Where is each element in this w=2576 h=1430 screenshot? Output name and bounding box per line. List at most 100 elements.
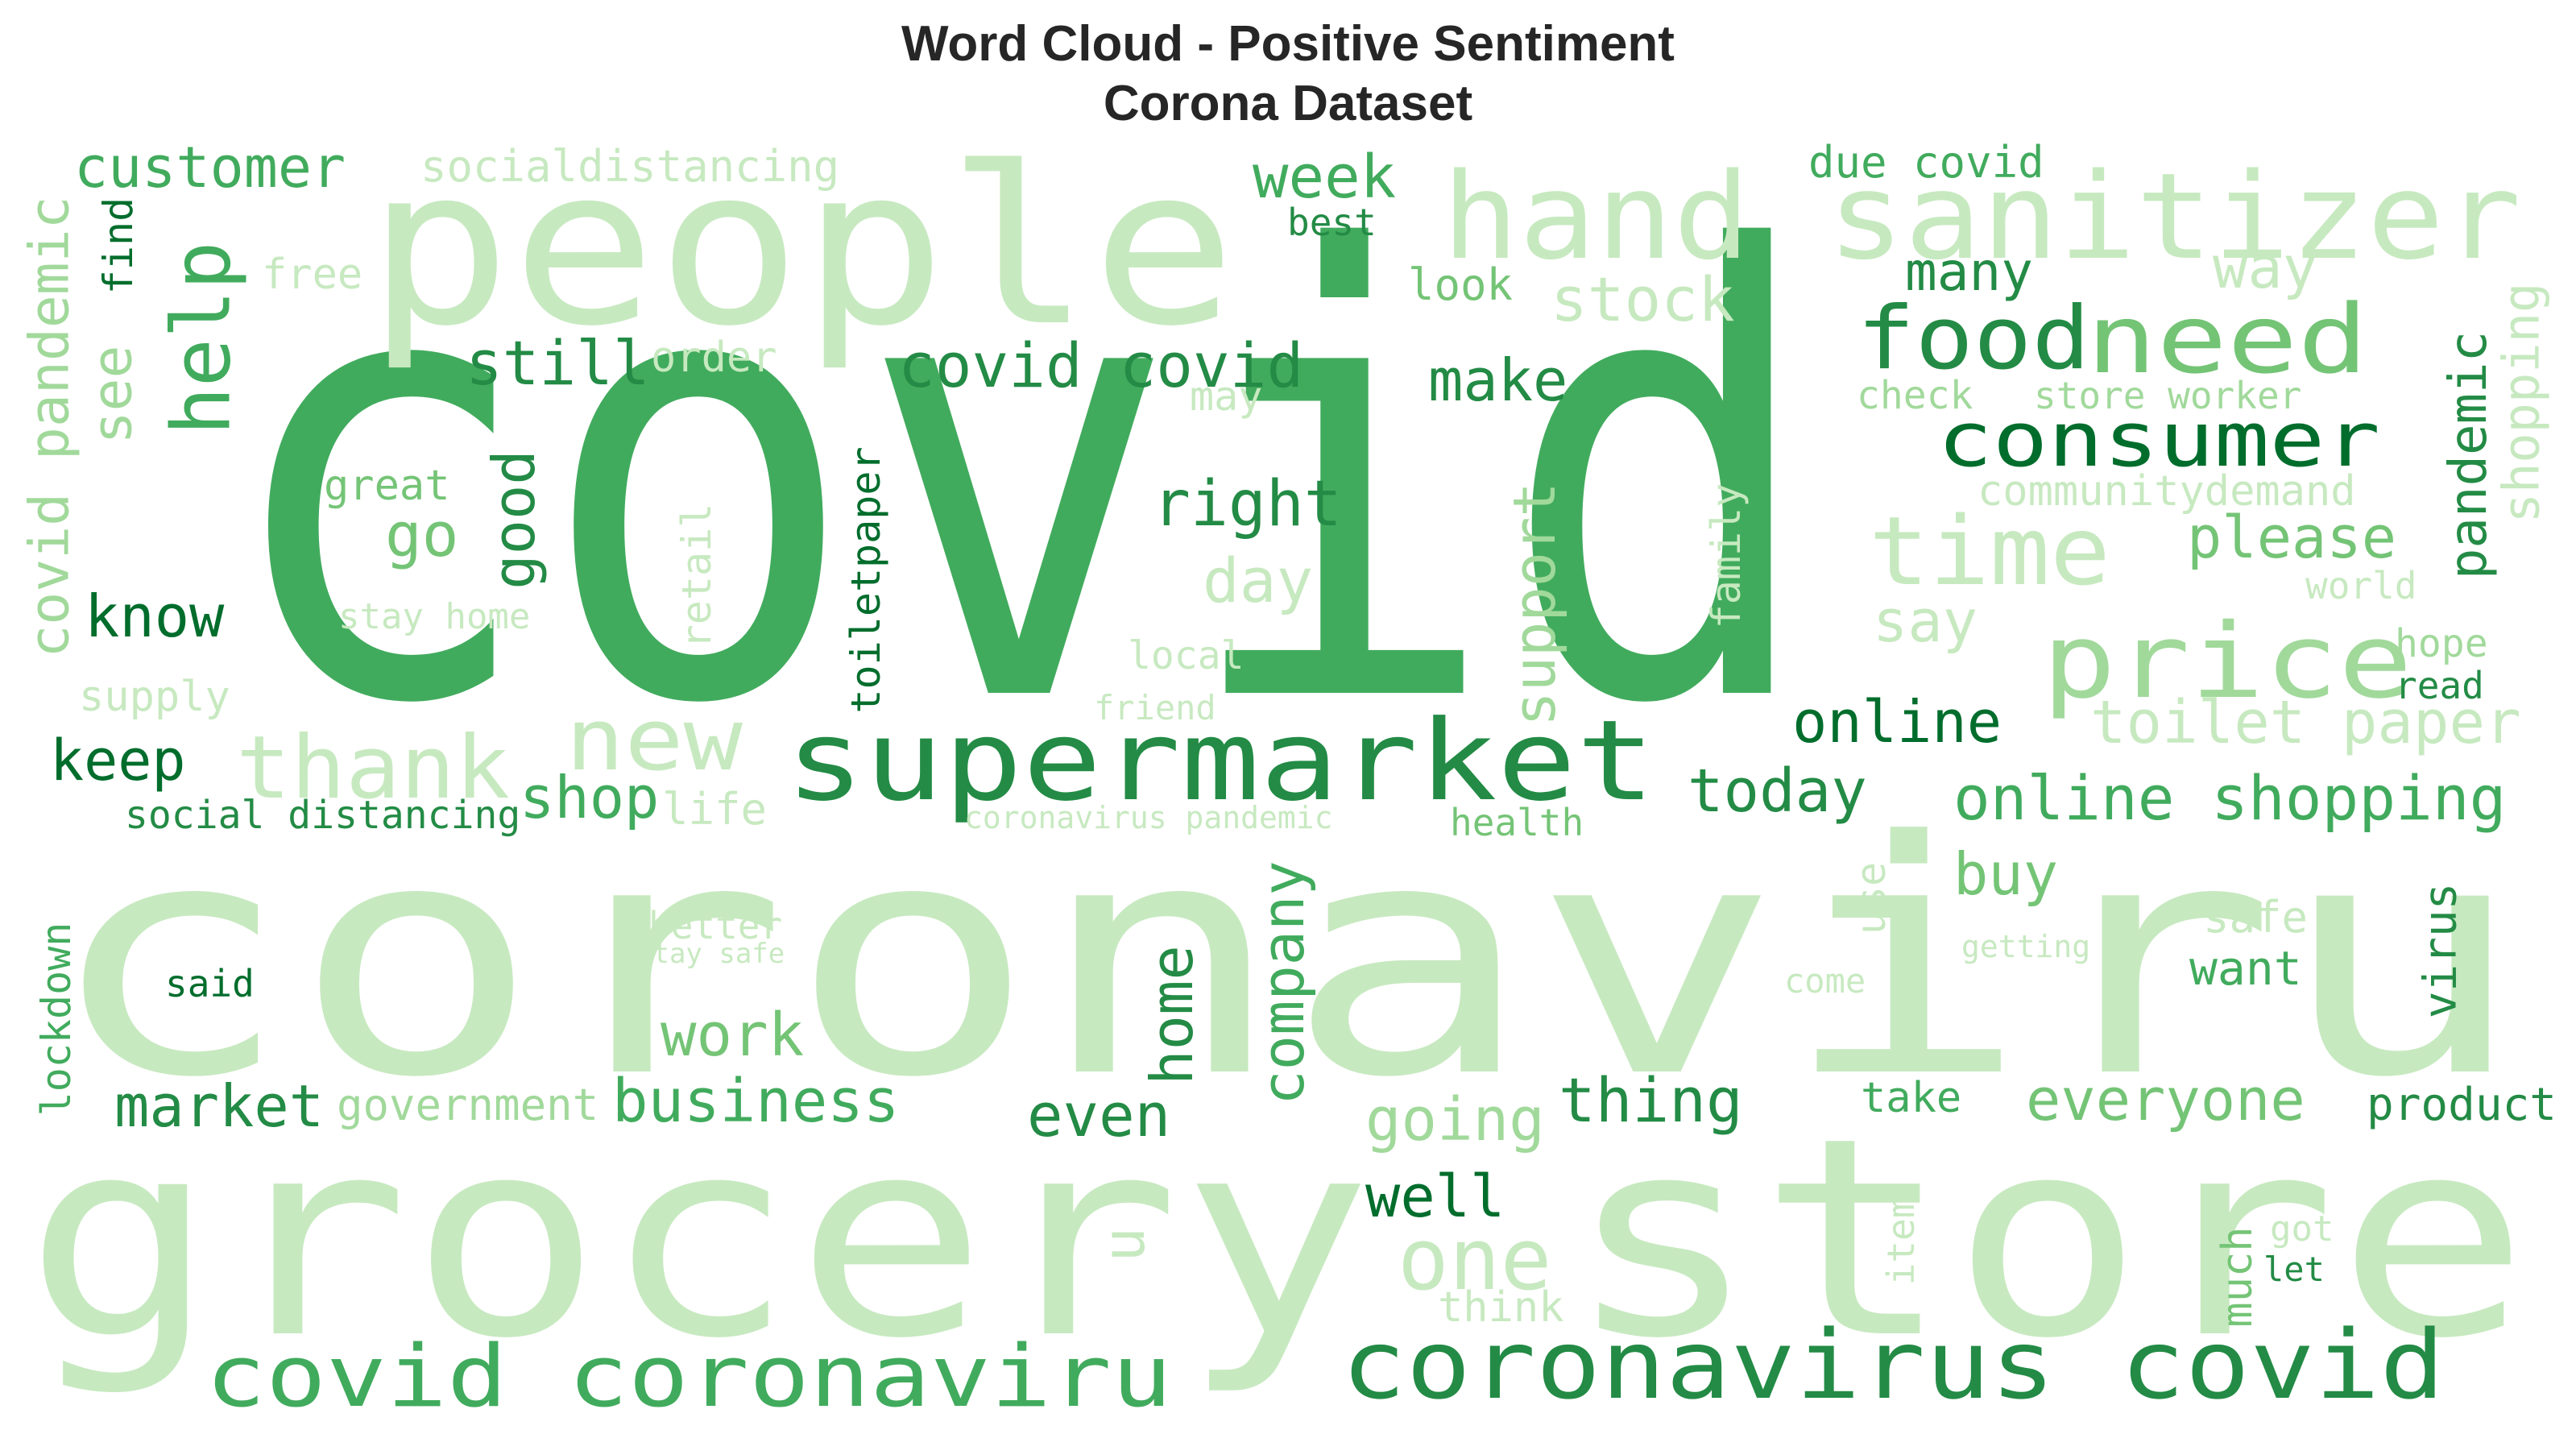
word-order: order bbox=[651, 334, 777, 382]
word-much: much bbox=[2214, 1226, 2262, 1327]
word-stay-home: stay home bbox=[338, 596, 530, 637]
word-covid-pandemic: covid pandemic bbox=[19, 196, 82, 657]
word-government: government bbox=[337, 1080, 598, 1130]
word-customer: customer bbox=[74, 135, 346, 201]
word-product: product bbox=[2367, 1079, 2557, 1131]
word-stay-safe: stay safe bbox=[636, 938, 785, 970]
word-covid: covid bbox=[217, 126, 1820, 838]
word-online-shopping: online shopping bbox=[1953, 762, 2506, 834]
word-one: one bbox=[1398, 1210, 1551, 1309]
word-due-covid: due covid bbox=[1808, 137, 2044, 188]
word-covid-coronaviru: covid coronaviru bbox=[205, 1327, 1172, 1426]
word-food: food bbox=[1857, 288, 2090, 389]
word-work: work bbox=[661, 1001, 804, 1070]
word-grocery-store: grocery store bbox=[24, 1080, 2529, 1399]
word-think: think bbox=[1438, 1283, 1564, 1332]
word-going: going bbox=[1365, 1085, 1545, 1154]
word-week: week bbox=[1253, 143, 1396, 212]
word-coronaviru: coronaviru bbox=[44, 773, 2525, 1148]
word-said: said bbox=[165, 962, 255, 1005]
word-good: good bbox=[480, 450, 548, 589]
word-price: price bbox=[2042, 602, 2412, 722]
word-safe: safe bbox=[2203, 892, 2308, 943]
word-item: item bbox=[1879, 1196, 1923, 1286]
word-people: people bbox=[367, 120, 1236, 374]
word-come: come bbox=[1784, 961, 1866, 1001]
word-please: please bbox=[2187, 504, 2396, 571]
word-retail: retail bbox=[673, 504, 720, 649]
word-pandemic: pandemic bbox=[2439, 331, 2499, 579]
word-many: many bbox=[1905, 241, 2033, 303]
word-want: want bbox=[2189, 941, 2302, 996]
word-getting: getting bbox=[1961, 929, 2090, 964]
word-well: well bbox=[1365, 1163, 1505, 1230]
word-shopping: shopping bbox=[2492, 283, 2551, 524]
word-find: find bbox=[95, 197, 142, 294]
word-company: company bbox=[1249, 860, 1317, 1105]
word-keep: keep bbox=[50, 727, 186, 794]
word-virus: virus bbox=[2415, 883, 2467, 1019]
word-hope: hope bbox=[2395, 621, 2488, 666]
word-local: local bbox=[1128, 633, 1245, 678]
word-supply: supply bbox=[79, 673, 230, 721]
word-see: see bbox=[81, 346, 145, 445]
word-home: home bbox=[1138, 945, 1206, 1084]
word-consumer: consumer bbox=[1937, 396, 2380, 484]
word-thing: thing bbox=[1559, 1064, 1743, 1136]
word-friend: friend bbox=[1094, 688, 1216, 727]
word-support: support bbox=[1501, 482, 1568, 726]
word-thank: thank bbox=[236, 718, 510, 819]
chart-title-line2: Corona Dataset bbox=[1103, 76, 1473, 131]
word-even: even bbox=[1027, 1081, 1170, 1150]
word-still: still bbox=[466, 327, 650, 399]
word-family: family bbox=[1703, 483, 1750, 629]
word-take: take bbox=[1861, 1074, 1961, 1122]
word-socialdistancing: socialdistancing bbox=[420, 141, 839, 192]
word-toiletpaper: toiletpaper bbox=[843, 446, 889, 713]
word-make: make bbox=[1428, 346, 1568, 414]
word-great: great bbox=[324, 462, 450, 510]
word-today: today bbox=[1688, 756, 1867, 826]
word-free: free bbox=[262, 251, 362, 299]
word-online: online bbox=[1792, 688, 2002, 756]
word-business: business bbox=[612, 1067, 899, 1136]
word-coronavirus-pandemic: coronavirus pandemic bbox=[964, 800, 1333, 835]
word-look: look bbox=[1408, 259, 1513, 310]
word-new: new bbox=[565, 690, 743, 790]
word-buy: buy bbox=[1953, 840, 2058, 908]
word-know: know bbox=[85, 582, 225, 650]
word-supermarket: supermarket bbox=[785, 696, 1655, 826]
word-hand-sanitizer: hand sanitizer bbox=[1442, 147, 2521, 286]
word-better: better bbox=[648, 904, 782, 947]
word-life: life bbox=[662, 784, 767, 835]
word-world: world bbox=[2305, 564, 2417, 607]
word-social-distancing: social distancing bbox=[125, 793, 520, 838]
word-u: u bbox=[1090, 1227, 1158, 1262]
word-got: got bbox=[2270, 1208, 2334, 1250]
word-go: go bbox=[385, 499, 459, 570]
word-read: read bbox=[2395, 664, 2484, 707]
word-covid-covid: covid covid bbox=[898, 330, 1303, 401]
word-check: check bbox=[1857, 373, 1973, 418]
word-say: say bbox=[1873, 587, 1978, 655]
word-health: health bbox=[1450, 801, 1584, 844]
word-communitydemand: communitydemand bbox=[1978, 467, 2356, 516]
word-help: help bbox=[155, 242, 249, 436]
word-stock: stock bbox=[1551, 263, 1735, 335]
word-coronavirus-covid: coronavirus covid bbox=[1341, 1309, 2445, 1420]
word-day: day bbox=[1203, 545, 1313, 616]
word-time: time bbox=[1869, 495, 2110, 607]
word-shop: shop bbox=[520, 764, 659, 831]
chart-title-line1: Word Cloud - Positive Sentiment bbox=[901, 16, 1675, 72]
word-may: may bbox=[1190, 373, 1262, 420]
word-store-worker: store worker bbox=[2034, 374, 2301, 417]
word-toilet-paper: toilet paper bbox=[2090, 688, 2521, 757]
word-way: way bbox=[2213, 234, 2317, 301]
word-best: best bbox=[1287, 201, 1377, 244]
word-lockdown: lockdown bbox=[33, 922, 80, 1117]
word-right: right bbox=[1153, 468, 1342, 541]
word-need: need bbox=[2086, 284, 2368, 395]
word-market: market bbox=[114, 1072, 324, 1140]
word-everyone: everyone bbox=[2026, 1066, 2305, 1134]
